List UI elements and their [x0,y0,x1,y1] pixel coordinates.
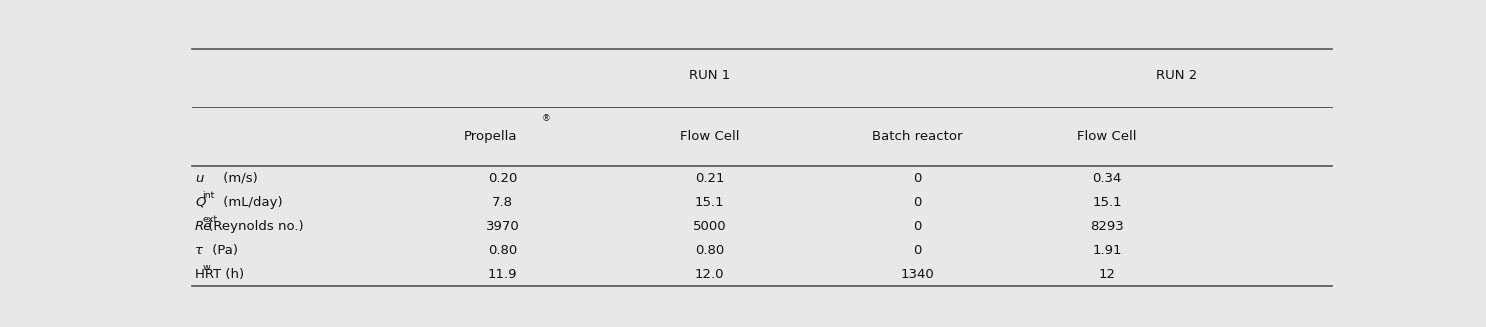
Text: 15.1: 15.1 [1092,196,1122,209]
Text: 0: 0 [912,196,921,209]
Text: 0: 0 [912,220,921,233]
Text: 1.91: 1.91 [1092,244,1122,257]
Text: (mL/day): (mL/day) [218,196,282,209]
Text: Q: Q [195,196,205,209]
Text: (Reynolds no.): (Reynolds no.) [204,220,303,233]
Text: u: u [195,172,204,185]
Text: 8293: 8293 [1091,220,1123,233]
Text: Flow Cell: Flow Cell [681,130,740,143]
Text: 0.21: 0.21 [695,172,725,185]
Text: 0: 0 [912,244,921,257]
Text: 7.8: 7.8 [492,196,513,209]
Text: (Pa): (Pa) [208,244,238,257]
Text: int: int [202,192,215,200]
Text: 0.20: 0.20 [487,172,517,185]
Text: 0.34: 0.34 [1092,172,1122,185]
Text: (m/s): (m/s) [218,172,257,185]
Text: 5000: 5000 [692,220,727,233]
Text: ext: ext [202,215,217,224]
Text: 0.80: 0.80 [487,244,517,257]
Text: Propella: Propella [464,130,517,143]
Text: HRT (h): HRT (h) [195,267,244,281]
Text: Batch reactor: Batch reactor [872,130,963,143]
Text: 0.80: 0.80 [695,244,724,257]
Text: 12: 12 [1098,267,1116,281]
Text: τ: τ [195,244,204,257]
Text: RUN 1: RUN 1 [690,69,731,82]
Text: w: w [202,263,210,272]
Text: 11.9: 11.9 [487,267,517,281]
Text: ®: ® [542,114,551,123]
Text: Flow Cell: Flow Cell [1077,130,1137,143]
Text: Re: Re [195,220,212,233]
Text: 1340: 1340 [901,267,933,281]
Text: 12.0: 12.0 [695,267,725,281]
Text: 15.1: 15.1 [695,196,725,209]
Text: 0: 0 [912,172,921,185]
Text: 3970: 3970 [486,220,519,233]
Text: RUN 2: RUN 2 [1156,69,1196,82]
